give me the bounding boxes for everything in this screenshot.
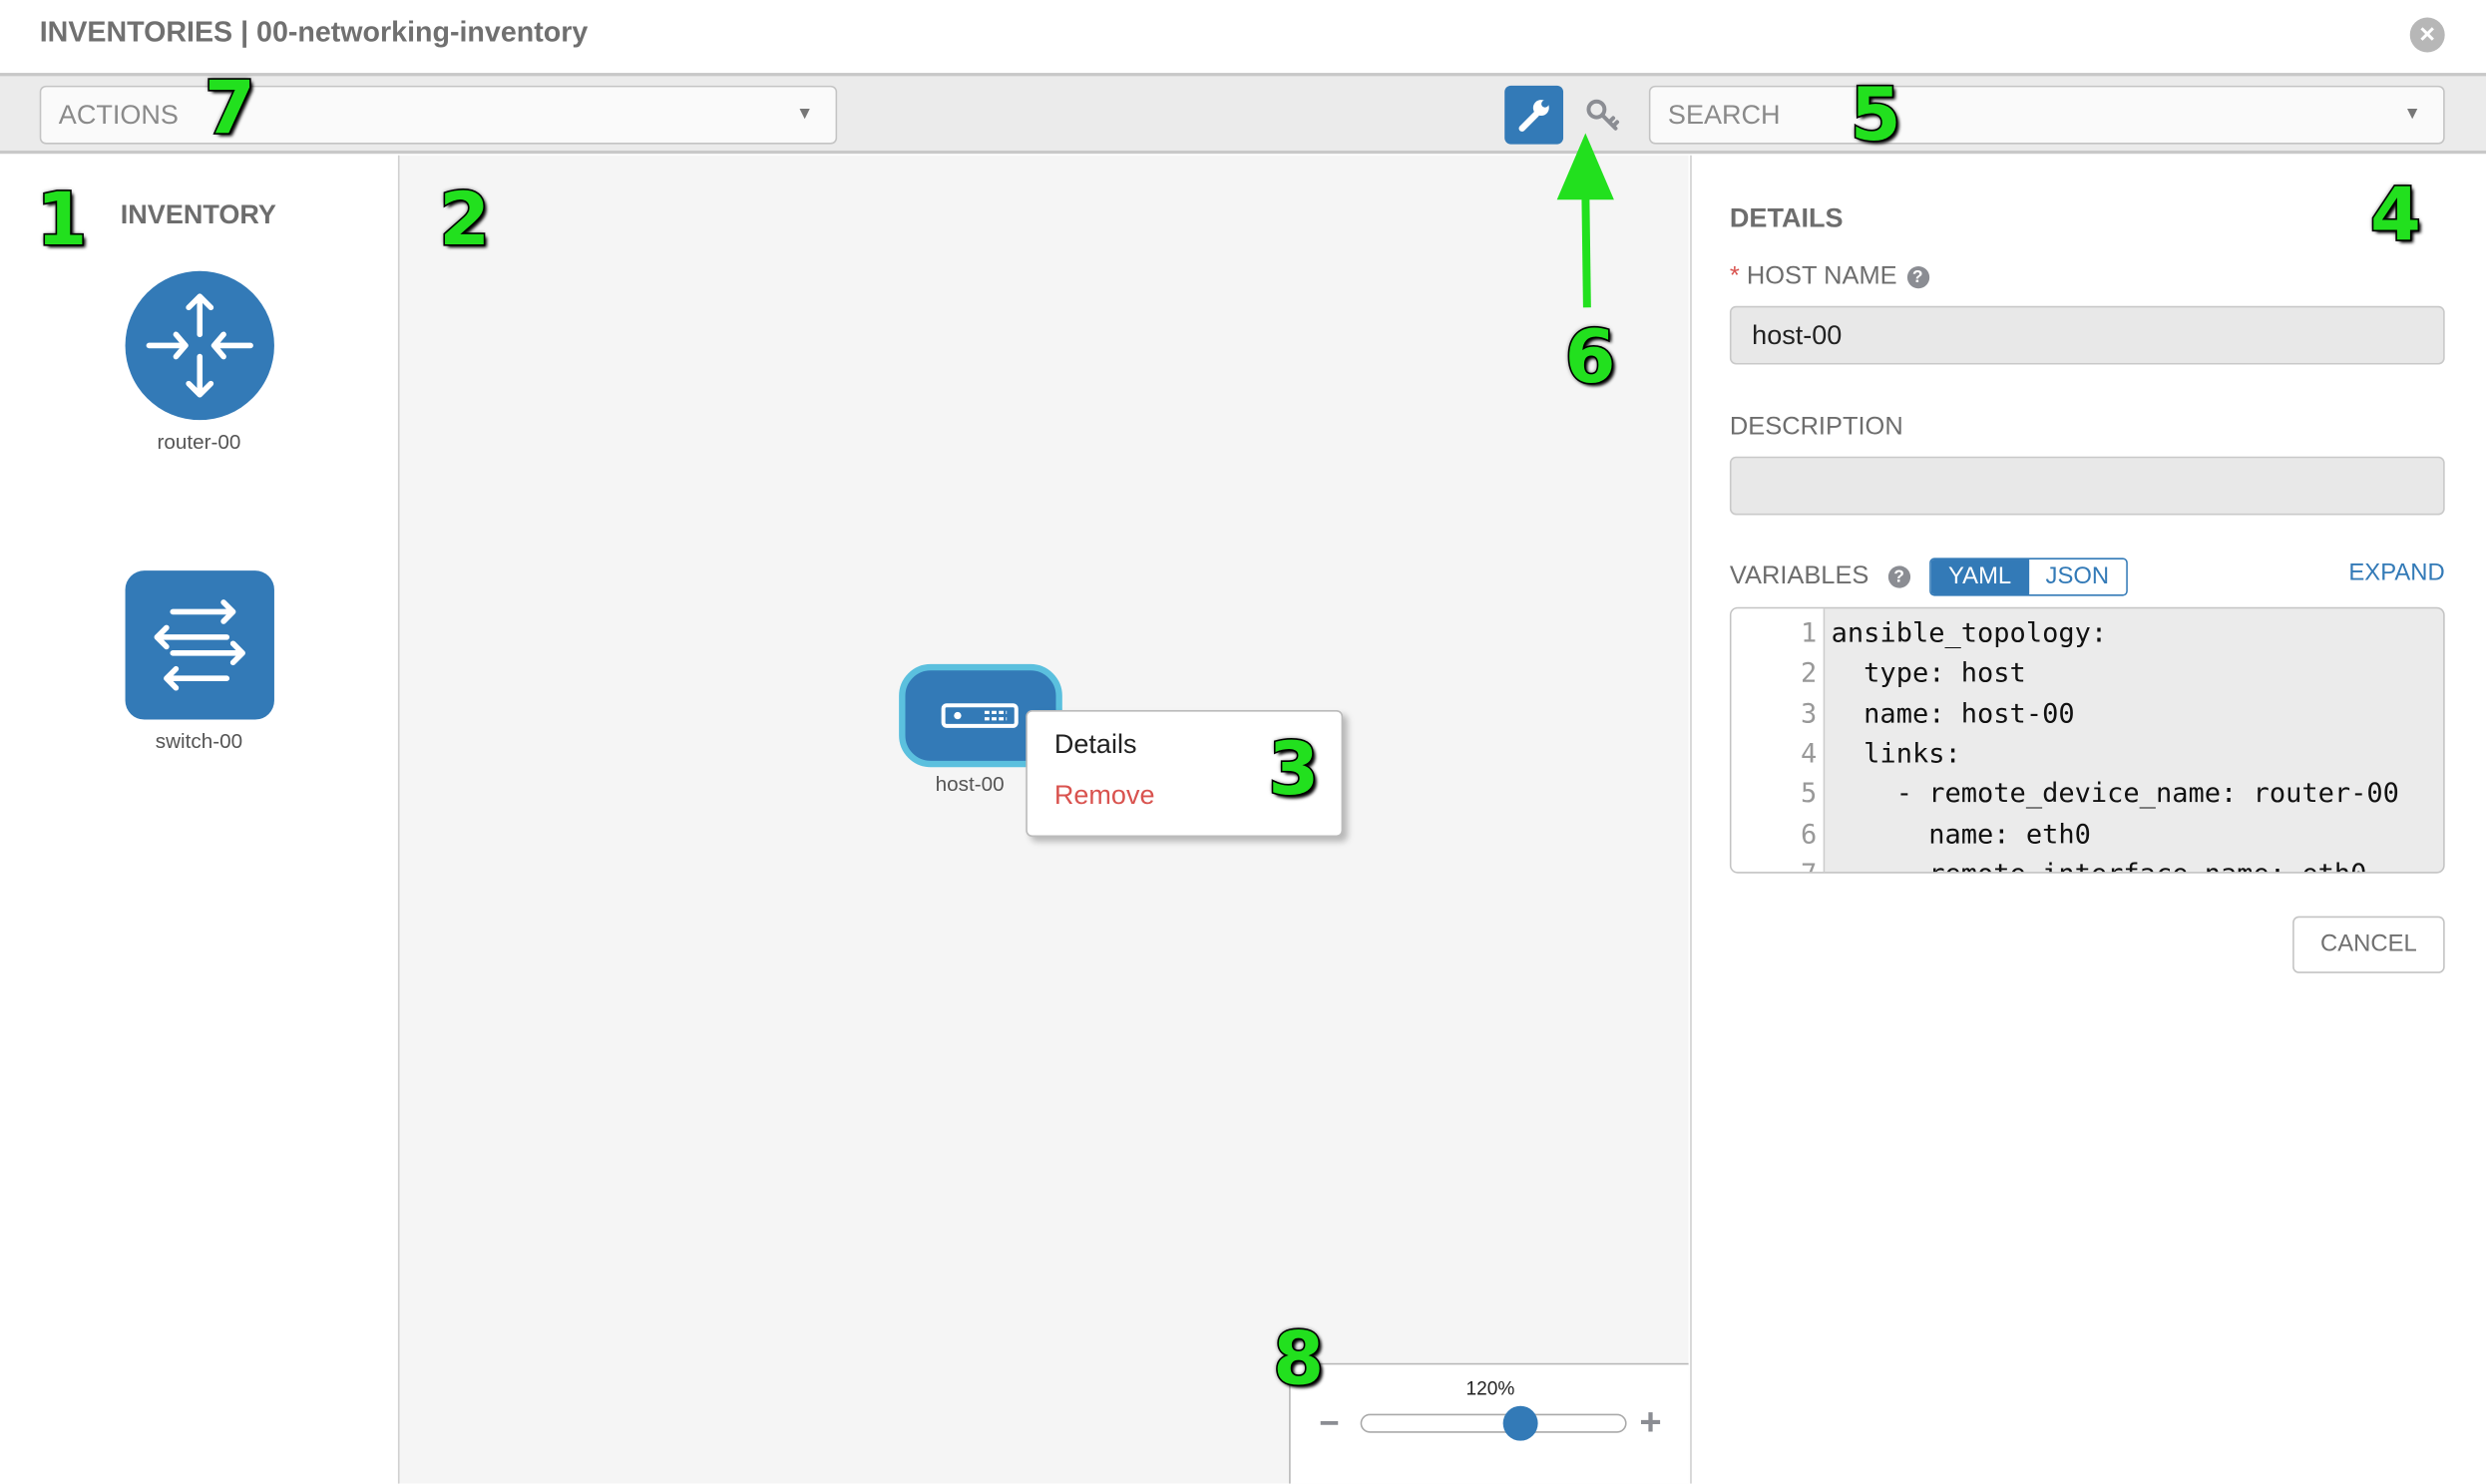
code-line: name: host-00	[1831, 698, 2075, 731]
search-dropdown[interactable]: SEARCH ▼	[1648, 85, 2445, 145]
yaml-toggle[interactable]: YAML	[1930, 559, 2029, 594]
annotation-7: 7	[203, 64, 256, 153]
key-icon[interactable]	[1582, 95, 1623, 136]
json-toggle[interactable]: JSON	[2028, 559, 2127, 594]
close-icon[interactable]: ×	[2409, 17, 2445, 53]
actions-dropdown[interactable]: ACTIONS ▼	[39, 85, 838, 145]
zoom-level: 120%	[1465, 1377, 1515, 1400]
code-line: type: host	[1831, 658, 2026, 690]
zoom-out-button[interactable]: −	[1319, 1402, 1340, 1443]
zoom-slider-thumb[interactable]	[1502, 1405, 1538, 1441]
host-name-label-text: HOST NAME	[1746, 262, 1897, 290]
zoom-slider[interactable]	[1360, 1413, 1627, 1433]
chevron-down-icon: ▼	[2403, 104, 2421, 124]
actions-placeholder: ACTIONS	[58, 100, 179, 131]
variables-editor[interactable]: 1 ansible_topology: 2 type: host 3 name: ho…	[1729, 606, 2445, 874]
annotation-3: 3	[1267, 724, 1321, 813]
context-menu: Details Remove	[1026, 710, 1344, 838]
variables-label-text: VARIABLES	[1729, 562, 1869, 590]
host-name-label: * HOST NAME?	[1729, 262, 1929, 292]
host-server-icon	[941, 703, 1019, 728]
code-line: name: eth0	[1831, 818, 2091, 851]
switch-label: switch-00	[155, 729, 243, 753]
switch-icon[interactable]	[125, 570, 274, 720]
host-name-input[interactable]: host-00	[1729, 305, 2445, 365]
expand-link[interactable]: EXPAND	[2348, 559, 2445, 587]
annotation-4: 4	[2368, 170, 2422, 258]
header: INVENTORIES | 00-networking-inventory ×	[0, 0, 2486, 74]
line-number: 7	[1732, 859, 1817, 872]
menu-item-remove[interactable]: Remove	[1053, 779, 1155, 811]
router-label: router-00	[157, 429, 241, 454]
annotation-5: 5	[1849, 70, 1902, 159]
router-icon[interactable]	[125, 270, 274, 421]
line-number: 2	[1801, 658, 1818, 690]
chevron-down-icon: ▼	[795, 104, 814, 124]
annotation-1: 1	[35, 175, 89, 263]
inventory-panel: INVENTORY router-00 switch-00	[0, 155, 400, 1484]
code-line: links:	[1831, 738, 1961, 771]
annotation-arrow-icon	[1556, 133, 1614, 308]
details-title: DETAILS	[1729, 202, 1844, 233]
zoom-control: 120% − +	[1289, 1362, 1689, 1484]
line-number: 1	[1801, 617, 1818, 650]
format-toggle: YAML JSON	[1929, 557, 2128, 596]
line-number: 5	[1801, 778, 1818, 811]
page-title: INVENTORIES | 00-networking-inventory	[39, 15, 589, 48]
description-label: DESCRIPTION	[1729, 413, 1903, 441]
line-number: 4	[1801, 738, 1818, 771]
annotation-2: 2	[438, 175, 492, 263]
annotation-8: 8	[1272, 1314, 1326, 1403]
code-line: - remote_device_name: router-00	[1831, 778, 2399, 811]
wrench-icon[interactable]	[1504, 85, 1564, 145]
line-number: 6	[1801, 818, 1818, 851]
line-gutter	[1731, 608, 1826, 873]
description-input[interactable]	[1729, 456, 2445, 516]
host-label: host-00	[935, 771, 1005, 796]
line-number: 3	[1801, 698, 1818, 731]
menu-item-details[interactable]: Details	[1053, 729, 1137, 760]
cancel-button[interactable]: CANCEL	[2292, 916, 2445, 973]
annotation-6: 6	[1563, 312, 1617, 401]
help-icon[interactable]: ?	[1906, 266, 1929, 289]
inventory-title: INVENTORY	[120, 199, 276, 230]
required-mark: *	[1729, 262, 1740, 290]
search-placeholder: SEARCH	[1667, 100, 1781, 131]
variables-label: VARIABLES?	[1730, 562, 1910, 591]
code-line: ansible_topology:	[1831, 617, 2108, 650]
code-line: remote_interface_name: eth0	[1832, 859, 2366, 872]
help-icon[interactable]: ?	[1887, 565, 1910, 588]
zoom-in-button[interactable]: +	[1639, 1400, 1662, 1444]
